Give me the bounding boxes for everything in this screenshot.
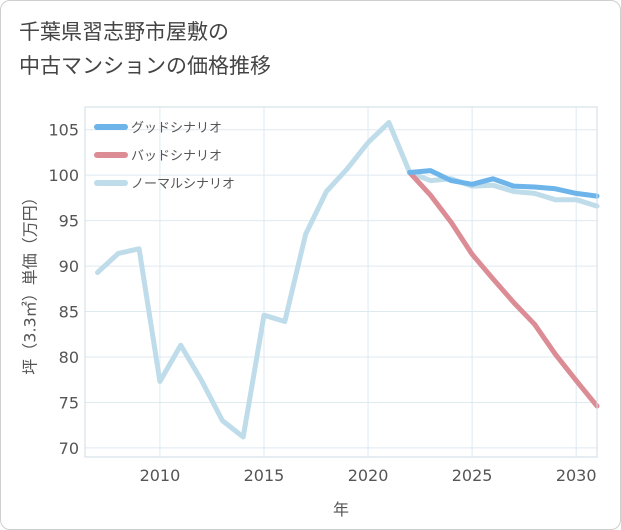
y-tick-label: 75 (59, 393, 79, 412)
legend-label: ノーマルシナリオ (131, 177, 235, 192)
x-tick-label: 2010 (140, 466, 181, 485)
chart-title-line-1: 千葉県習志野市屋敷の (19, 20, 229, 44)
axes: 70 75 80 85 90 95 100 105 2010 2015 2020 2025 2030 年 坪… (21, 106, 598, 519)
chart-title: 千葉県習志野市屋敷の 中古マンションの価格推移 (19, 15, 609, 83)
x-tick-label: 2025 (452, 466, 493, 485)
legend-label: バッドシナリオ (131, 149, 222, 164)
plot-area-border (84, 106, 598, 458)
series-line-1 (407, 170, 600, 409)
y-tick-label: 85 (59, 303, 79, 322)
y-tick-label: 80 (59, 348, 79, 367)
chart-title-line-2: 中古マンションの価格推移 (19, 54, 271, 78)
y-tick-label: 70 (59, 439, 79, 458)
series-lines (95, 120, 600, 440)
y-tick-label: 95 (59, 212, 79, 231)
y-tick-label: 100 (48, 166, 79, 185)
x-tick-label: 2015 (244, 466, 285, 485)
y-axis-title: 坪（3.3㎡）単価（万円） (21, 189, 40, 374)
y-tick-label: 105 (48, 121, 79, 140)
y-tick-label: 90 (59, 257, 79, 276)
series-line-2 (95, 120, 600, 440)
x-tick-label: 2030 (556, 466, 597, 485)
x-tick-label: 2020 (348, 466, 389, 485)
legend-label: グッドシナリオ (131, 121, 222, 136)
series-line-0 (407, 168, 600, 199)
x-axis-title: 年 (333, 500, 349, 519)
